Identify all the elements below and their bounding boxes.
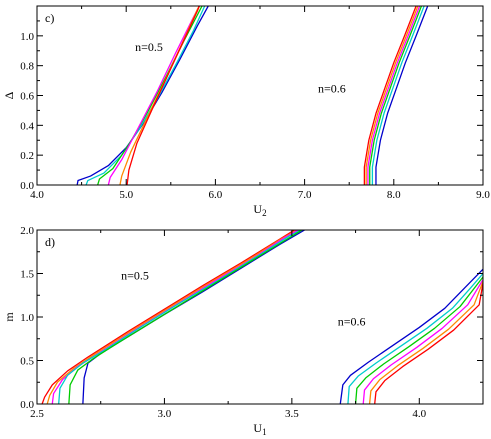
chart-c-series-line-10 bbox=[371, 6, 425, 185]
chart-d-xtick-label: 3.5 bbox=[285, 408, 299, 420]
chart-c-series-line-9 bbox=[369, 6, 423, 185]
chart-c-xtick-label: 5.0 bbox=[119, 189, 133, 201]
chart-c-series-line-7 bbox=[365, 6, 419, 185]
chart-d-ytick-label: 1.5 bbox=[20, 269, 34, 281]
chart-c-series-line-3 bbox=[107, 6, 200, 185]
chart-c-annotation: n=0.5 bbox=[135, 40, 163, 54]
chart-c-xtick-label: 8.0 bbox=[387, 189, 401, 201]
chart-d-series-line-11 bbox=[374, 282, 483, 404]
chart-d-series-line-9 bbox=[362, 279, 483, 404]
chart-d-ytick-label: 0.0 bbox=[20, 399, 34, 411]
chart-c-xlabel-main: U bbox=[253, 202, 262, 216]
chart-c-ytick-label: 0.2 bbox=[20, 150, 34, 162]
chart-d-ylabel: m bbox=[2, 312, 16, 322]
chart-d-xtick-label: 2.5 bbox=[30, 408, 44, 420]
chart-c-xtick-label: 7.0 bbox=[298, 189, 312, 201]
chart-d-series-line-6 bbox=[339, 268, 483, 404]
chart-c-annotation: n=0.6 bbox=[318, 82, 346, 96]
chart-c-xlabel: U2 bbox=[253, 202, 266, 218]
chart-c-series-line-11 bbox=[375, 6, 429, 185]
chart-d-ytick-label: 0.5 bbox=[20, 356, 34, 368]
chart-d-series-line-2 bbox=[46, 230, 298, 404]
chart-d-panel-label: d) bbox=[45, 235, 55, 249]
chart-c-series-group bbox=[76, 6, 429, 185]
chart-c-panel: 4.0 5.0 6.0 7.0 8.0 9.0 0.0 0.2 0.4 0.6 0.8 1.0 c) U2… bbox=[2, 5, 490, 218]
chart-c-ytick-label: 0.4 bbox=[20, 120, 34, 132]
chart-c-panel-label: c) bbox=[45, 11, 54, 25]
chart-d-series-line-8 bbox=[354, 276, 483, 404]
chart-c-xtick-label: 9.0 bbox=[476, 189, 490, 201]
chart-c-ytick-label: 1.0 bbox=[20, 31, 34, 43]
chart-d-series-group bbox=[41, 230, 483, 404]
chart-d-xtick-label: 3.0 bbox=[158, 408, 172, 420]
chart-c-xtick-label: 4.0 bbox=[30, 189, 44, 201]
chart-d-series-line-0 bbox=[82, 230, 305, 404]
chart-d-xlabel-main: U bbox=[253, 421, 262, 435]
chart-c-series-line-8 bbox=[367, 6, 421, 185]
chart-c-ylabel: Δ bbox=[2, 91, 16, 99]
chart-d-annotation: n=0.5 bbox=[121, 269, 149, 283]
chart-d-panel: 2.5 3.0 3.5 4.0 0.0 0.5 1.0 1.5 2.0 d) U1 m n=0.5 n=0… bbox=[2, 225, 484, 437]
chart-c-ytick-label: 0.0 bbox=[20, 180, 34, 192]
chart-c-xlabel-sub: 2 bbox=[262, 208, 267, 218]
chart-d-series-line-1 bbox=[41, 230, 295, 404]
chart-d-xlabel-sub: 1 bbox=[262, 427, 267, 437]
chart-c-series-line-5 bbox=[126, 6, 200, 185]
chart-d-series-line-10 bbox=[368, 281, 483, 404]
chart-d-ytick-label: 2.0 bbox=[20, 225, 34, 237]
chart-c-series-line-1 bbox=[85, 6, 206, 185]
chart-d-series-line-7 bbox=[347, 273, 483, 404]
chart-d-series-line-4 bbox=[58, 230, 302, 404]
chart-c-frame bbox=[36, 5, 484, 186]
chart-d-xlabel: U1 bbox=[253, 421, 266, 437]
chart-c-ytick-label: 0.6 bbox=[20, 91, 34, 103]
chart-d-ytick-label: 1.0 bbox=[20, 312, 34, 324]
chart-c-series-line-6 bbox=[363, 6, 417, 185]
chart-d-xtick-label: 4.0 bbox=[412, 408, 426, 420]
chart-d-annotation: n=0.6 bbox=[338, 315, 366, 329]
chart-d-series-line-5 bbox=[68, 230, 303, 404]
chart-c-ytick-label: 0.8 bbox=[20, 61, 34, 73]
chart-c-xtick-label: 6.0 bbox=[209, 189, 223, 201]
